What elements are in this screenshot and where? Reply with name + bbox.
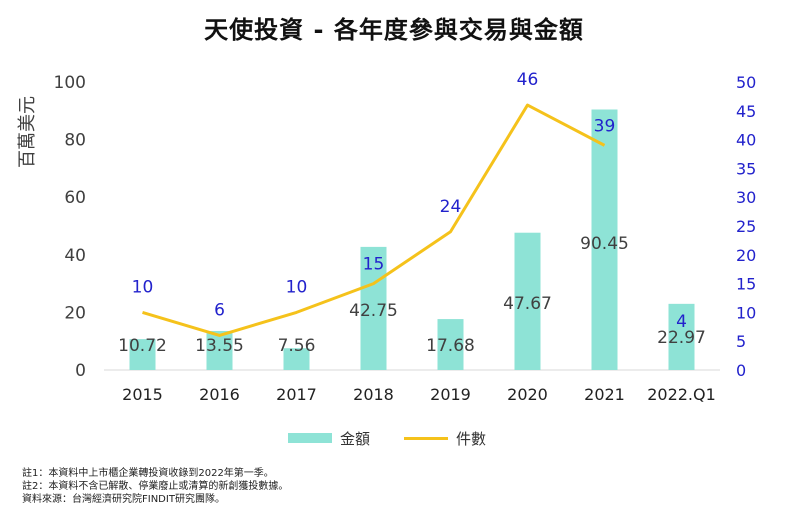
y2-tick-label: 45 [736,102,756,121]
line-data-label: 24 [440,197,462,217]
x-tick-label: 2019 [430,385,471,404]
bar [514,232,541,370]
x-tick-label: 2021 [584,385,625,404]
bar [591,109,618,370]
line-data-label: 6 [214,300,225,320]
footnotes: 註1：本資料中上市櫃企業轉投資收錄到2022年第一季。 註2：本資料不含已解散、… [22,467,288,506]
x-tick-label: 2016 [199,385,240,404]
y2-tick-label: 20 [736,246,756,265]
x-tick-label: 2018 [353,385,394,404]
bar-data-label: 47.67 [503,294,552,314]
line-data-label: 15 [363,255,385,275]
x-tick-label: 2015 [122,385,163,404]
legend-label-amount: 金額 [340,429,371,448]
bar-data-label: 42.75 [349,301,398,321]
bar-data-label: 7.56 [278,336,316,356]
bar [129,339,156,370]
bar [360,246,387,370]
line-series-count [142,103,606,337]
x-tick-label: 2022.Q1 [647,385,716,404]
bar-data-label: 13.55 [195,336,244,356]
bar [668,303,695,370]
line-data-label: 4 [676,312,687,332]
legend-bar-swatch [288,433,332,443]
bar [283,348,310,370]
y-tick-label: 0 [75,361,86,381]
legend-label-count: 件數 [456,429,487,448]
bar [437,319,464,370]
x-tick-label: 2020 [507,385,548,404]
bar-data-label: 90.45 [580,234,629,254]
y2-tick-label: 50 [736,73,756,92]
bar-data-label: 22.97 [657,328,706,348]
y2-tick-label: 30 [736,188,756,207]
legend-line-swatch [404,436,449,440]
y-tick-label: 60 [64,188,86,208]
x-tick-label: 2017 [276,385,317,404]
y-tick-label: 80 [64,131,86,151]
y-tick-label: 20 [64,303,86,323]
y2-tick-label: 40 [736,131,756,150]
y-axis-label: 百萬美元 [17,96,38,168]
footnote-1: 註1：本資料中上市櫃企業轉投資收錄到2022年第一季。 [22,468,274,479]
bar-data-label: 17.68 [426,336,475,356]
legend: 金額 件數 [288,428,486,448]
y2-tick-label: 15 [736,275,756,294]
line-data-label: 10 [286,277,308,297]
y2-tick-label: 35 [736,159,756,178]
bar [206,330,233,370]
line-data-label: 46 [517,70,539,90]
chart-title: 天使投資 - 各年度參與交易與金額 [204,16,584,44]
y2-tick-label: 5 [736,332,746,351]
y-tick-label: 40 [64,246,86,266]
y-tick-label: 100 [54,73,86,93]
bar-data-label: 10.72 [118,336,167,356]
line-data-label: 39 [594,116,616,136]
footnote-2: 註2：本資料不含已解散、停業廢止或清算的新創獲投數據。 [22,481,289,492]
y2-tick-label: 0 [736,361,746,380]
y2-tick-label: 10 [736,303,756,322]
footnote-source: 資料來源：台灣經濟研究院FINDIT研究團隊。 [22,494,225,505]
line-data-label: 10 [132,277,154,297]
y2-tick-label: 25 [736,217,756,236]
